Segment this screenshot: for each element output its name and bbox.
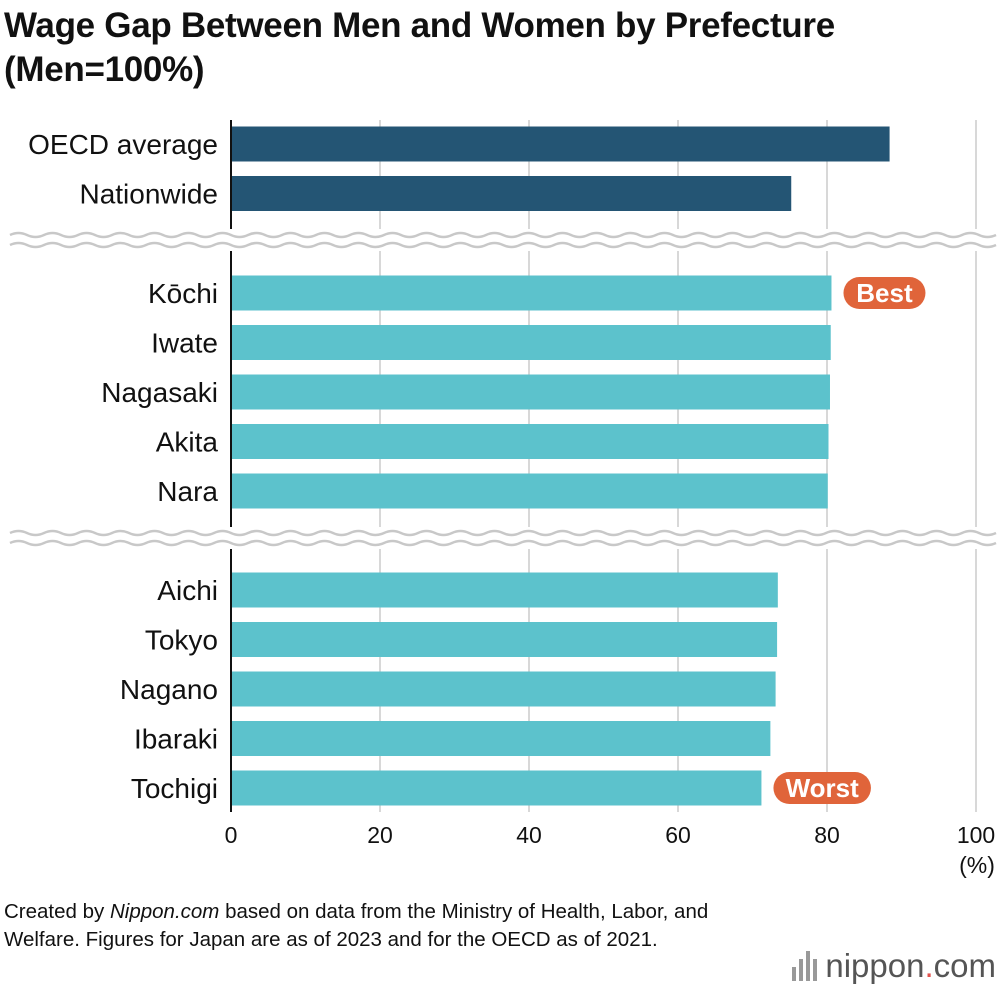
source-prefix: Created by [4, 900, 110, 923]
logo-bars-icon [792, 951, 818, 981]
logo-word: nippon [825, 947, 925, 984]
category-label: Akita [156, 427, 219, 458]
category-label: OECD average [28, 129, 218, 160]
category-label: Ibaraki [134, 724, 218, 755]
bar [231, 671, 776, 707]
x-tick-label: 80 [814, 822, 840, 848]
source-site-name: Nippon.com [109, 900, 220, 923]
x-tick-label: 40 [516, 822, 542, 848]
category-label: Nagasaki [101, 377, 218, 408]
x-tick-label: 60 [665, 822, 691, 848]
bar [231, 721, 771, 756]
source-note: Created by Nippon.com based on data from… [4, 898, 764, 954]
x-tick-label: 20 [367, 822, 393, 848]
bar [231, 770, 762, 806]
annotation-badge [843, 277, 926, 309]
x-axis-unit: (%) [959, 852, 995, 878]
bar [231, 275, 832, 311]
logo-dot: . [924, 947, 934, 984]
bar [231, 473, 828, 509]
x-tick-label: 100 [957, 822, 995, 848]
break-marker [9, 539, 997, 547]
category-label: Tokyo [145, 625, 218, 656]
break-mask [10, 229, 995, 251]
bar [231, 424, 829, 459]
category-label: Aichi [157, 575, 218, 606]
break-marker [9, 231, 997, 239]
category-label: Nara [157, 476, 218, 507]
break-mask [10, 527, 995, 549]
bar [231, 572, 778, 608]
bar [231, 176, 792, 211]
category-label: Nationwide [79, 179, 218, 210]
category-label: Tochigi [131, 773, 218, 804]
x-tick-label: 0 [225, 822, 238, 848]
break-marker [9, 529, 997, 537]
chart-title: Wage Gap Between Men and Women by Prefec… [4, 4, 994, 92]
annotation-label: Best [856, 278, 913, 308]
chart-title-line-2: (Men=100%) [4, 50, 205, 89]
category-label: Nagano [120, 674, 218, 705]
bar-chart: OECD average Nationwide Kōchi Iwate Nagasaki… [9, 120, 997, 878]
annotation-badge [773, 772, 871, 804]
chart-title-line-1: Wage Gap Between Men and Women by Prefec… [4, 6, 835, 45]
bar [231, 622, 778, 657]
nippon-logo: nippon. com [792, 946, 996, 986]
source-rest: based on data from the Ministry of Healt… [4, 900, 709, 951]
bar [231, 374, 830, 410]
bar [231, 325, 831, 360]
category-label: Iwate [151, 328, 218, 359]
logo-suffix: com [933, 947, 996, 984]
annotation-label: Worst [786, 773, 860, 803]
break-marker [9, 241, 997, 249]
bar [231, 126, 890, 162]
category-label: Kōchi [148, 278, 218, 309]
